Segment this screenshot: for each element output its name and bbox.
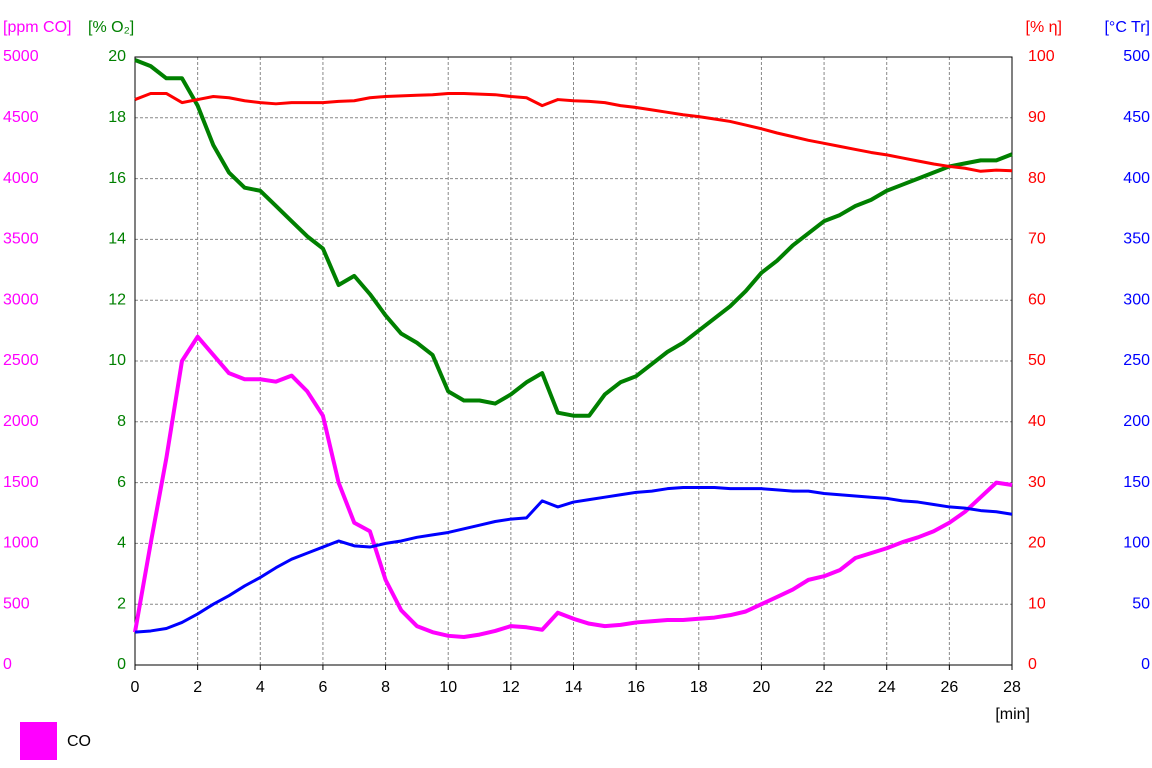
data-line (134, 58, 1013, 418)
y-tick-label: 100 (1123, 535, 1150, 552)
y-tick-label: 0 (117, 656, 126, 673)
y-tick-label: 70 (1028, 231, 1046, 248)
y-tick-label: 250 (1123, 352, 1150, 369)
y-tick-label: 90 (1028, 109, 1046, 126)
y-tick-label: 20 (1028, 535, 1046, 552)
y-tick-label: 150 (1123, 474, 1150, 491)
y-tick-label: 18 (108, 109, 126, 126)
y-tick-label: 40 (1028, 413, 1046, 430)
axis-label: [% O₂] (88, 19, 134, 36)
y-tick-label: 20 (108, 48, 126, 65)
y-tick-label: 50 (1132, 595, 1150, 612)
axis-label: [ppm CO] (3, 19, 71, 36)
y-tick-label: 3500 (3, 231, 39, 248)
y-tick-label: 500 (1123, 48, 1150, 65)
data-line (134, 91, 1013, 173)
y-tick-label: 50 (1028, 352, 1046, 369)
x-tick-label: 22 (815, 679, 833, 696)
y-tick-label: 2000 (3, 413, 39, 430)
x-tick-label: 28 (1003, 679, 1021, 696)
x-tick-label: 10 (439, 679, 457, 696)
y-tick-label: 4 (117, 535, 126, 552)
x-tick-label: 8 (381, 679, 390, 696)
y-tick-label: 14 (108, 231, 126, 248)
y-tick-label: 6 (117, 474, 126, 491)
y-tick-label: 3000 (3, 291, 39, 308)
x-tick-label: 20 (753, 679, 771, 696)
x-tick-label: 12 (502, 679, 520, 696)
x-tick-label: 2 (193, 679, 202, 696)
y-tick-label: 10 (1028, 595, 1046, 612)
y-tick-label: 0 (1028, 656, 1037, 673)
y-tick-label: 8 (117, 413, 126, 430)
x-tick-label: 26 (940, 679, 958, 696)
y-tick-label: 16 (108, 170, 126, 187)
legend-swatch (20, 722, 57, 760)
y-tick-label: 0 (1141, 656, 1150, 673)
y-tick-label: 60 (1028, 291, 1046, 308)
y-tick-label: 30 (1028, 474, 1046, 491)
y-tick-label: 2500 (3, 352, 39, 369)
y-tick-label: 450 (1123, 109, 1150, 126)
x-axis-label: [min] (995, 706, 1030, 723)
x-tick-label: 18 (690, 679, 708, 696)
axis-label: [°C Tr] (1104, 19, 1150, 36)
y-tick-label: 200 (1123, 413, 1150, 430)
y-tick-label: 10 (108, 352, 126, 369)
y-tick-label: 4500 (3, 109, 39, 126)
y-tick-label: 350 (1123, 231, 1150, 248)
y-tick-label: 5000 (3, 48, 39, 65)
y-tick-label: 300 (1123, 291, 1150, 308)
y-tick-label: 500 (3, 595, 30, 612)
data-line (133, 334, 1013, 640)
x-tick-label: 4 (256, 679, 265, 696)
y-tick-label: 1000 (3, 535, 39, 552)
x-tick-label: 14 (565, 679, 583, 696)
x-tick-label: 6 (318, 679, 327, 696)
x-tick-label: 0 (131, 679, 140, 696)
y-tick-label: 2 (117, 595, 126, 612)
axis-label: [% η] (1026, 19, 1062, 36)
legend-label: CO (67, 733, 91, 750)
y-tick-label: 0 (3, 656, 12, 673)
x-tick-label: 16 (627, 679, 645, 696)
x-tick-label: 24 (878, 679, 896, 696)
y-tick-label: 400 (1123, 170, 1150, 187)
data-line (134, 485, 1013, 634)
y-tick-label: 4000 (3, 170, 39, 187)
y-tick-label: 12 (108, 291, 126, 308)
y-tick-label: 1500 (3, 474, 39, 491)
y-tick-label: 100 (1028, 48, 1055, 65)
y-tick-label: 80 (1028, 170, 1046, 187)
